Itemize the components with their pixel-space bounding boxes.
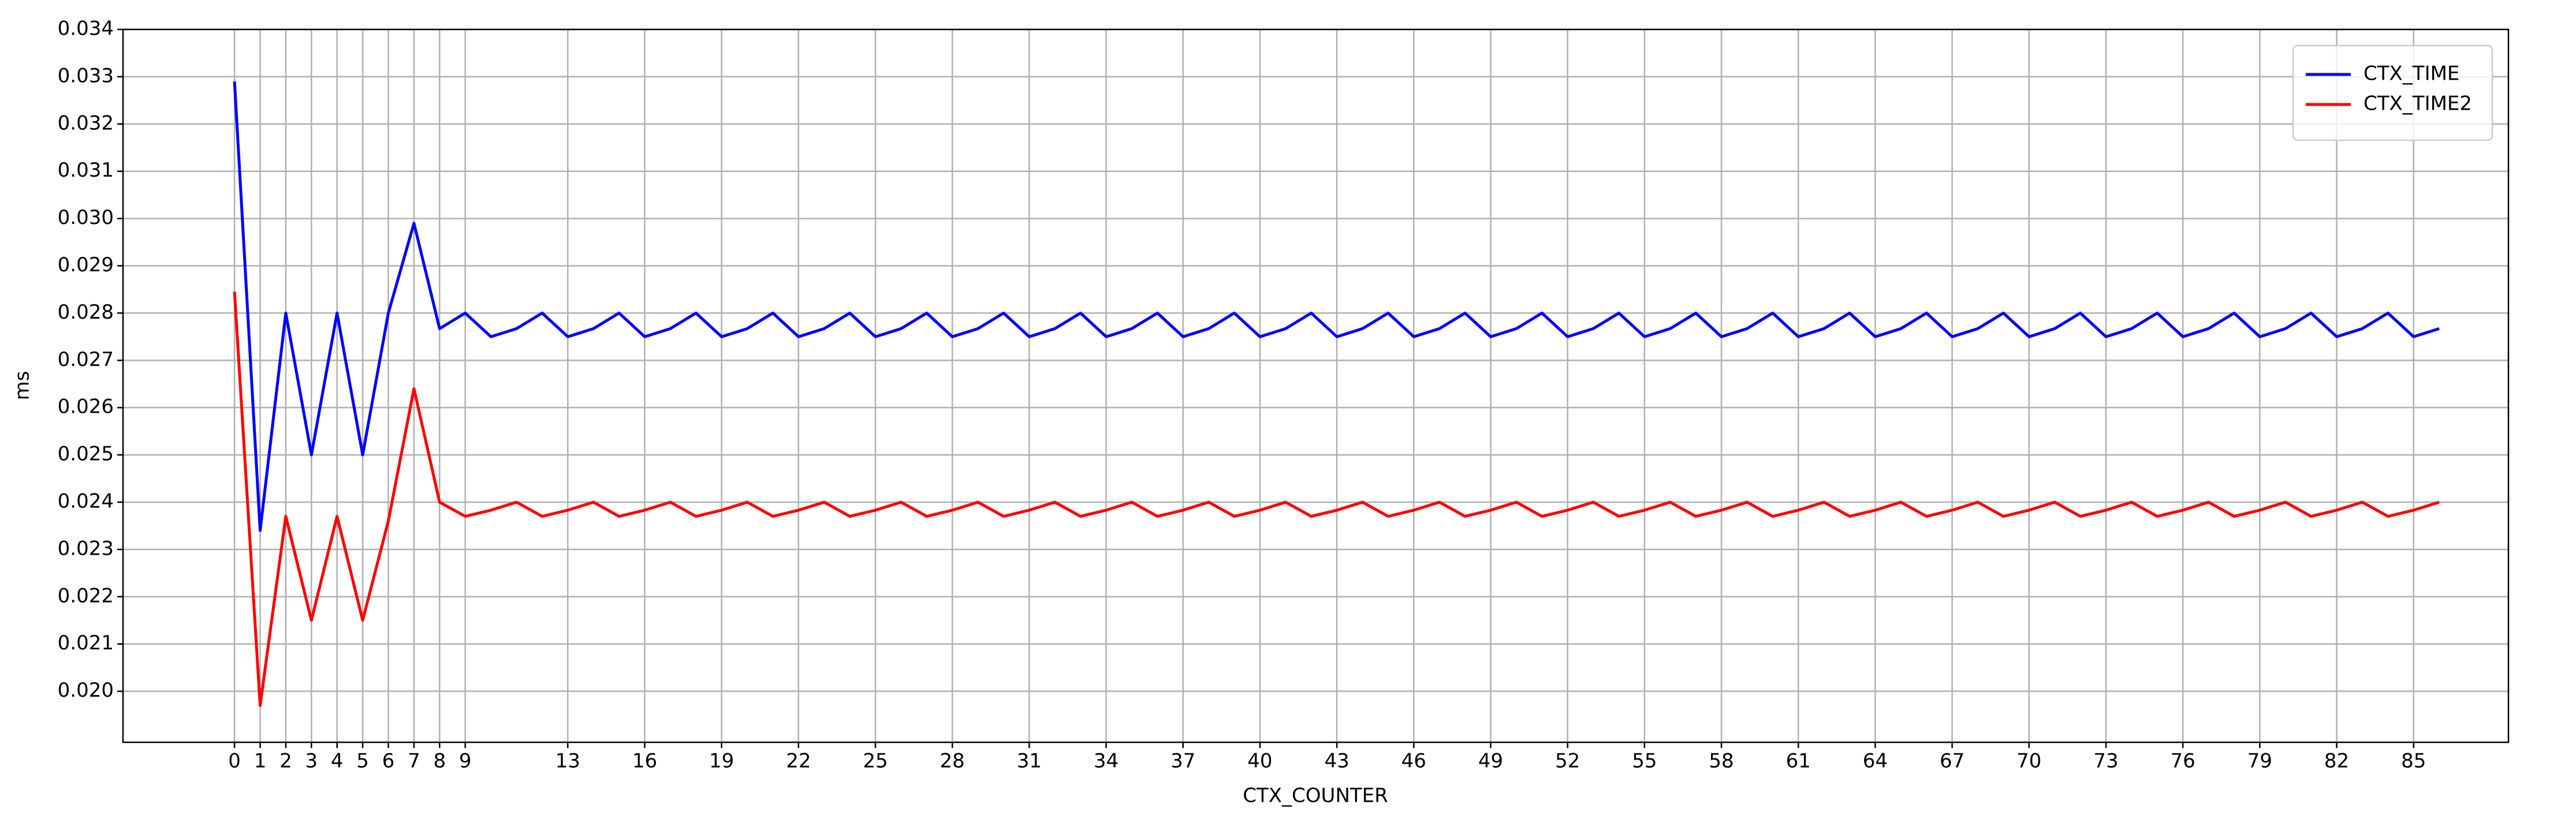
legend-label: CTX_TIME bbox=[2363, 62, 2459, 85]
x-tick-label: 40 bbox=[1247, 750, 1272, 773]
y-tick-label: 0.031 bbox=[58, 159, 114, 182]
x-tick-label: 85 bbox=[2401, 750, 2426, 773]
x-tick-label: 31 bbox=[1017, 750, 1042, 773]
x-tick-label: 82 bbox=[2324, 750, 2349, 773]
y-tick-label: 0.022 bbox=[58, 584, 114, 607]
legend: CTX_TIME CTX_TIME2 bbox=[2292, 44, 2493, 141]
y-tick-label: 0.028 bbox=[58, 301, 114, 324]
x-tick-label: 4 bbox=[331, 750, 344, 773]
x-tick-label: 73 bbox=[2093, 750, 2118, 773]
x-tick-label: 37 bbox=[1170, 750, 1195, 773]
y-tick-label: 0.023 bbox=[58, 537, 114, 560]
x-tick-label: 13 bbox=[556, 750, 580, 773]
x-tick-label: 2 bbox=[279, 750, 292, 773]
y-tick-label: 0.026 bbox=[58, 395, 114, 418]
x-tick-label: 0 bbox=[228, 750, 241, 773]
grid bbox=[123, 28, 2508, 742]
data-line bbox=[233, 81, 2440, 532]
x-tick-label: 25 bbox=[863, 750, 888, 773]
y-tick-label: 0.024 bbox=[58, 489, 114, 513]
x-tick-label: 7 bbox=[408, 750, 420, 773]
x-tick-label: 9 bbox=[459, 750, 472, 773]
y-tick-label: 0.025 bbox=[58, 443, 114, 466]
x-tick-label: 16 bbox=[632, 750, 657, 773]
x-axis-label: CTX_COUNTER bbox=[1243, 784, 1388, 808]
y-tick-label: 0.021 bbox=[58, 631, 114, 655]
x-tick-label: 64 bbox=[1863, 750, 1888, 773]
plot-lines bbox=[233, 81, 2440, 707]
legend-label: CTX_TIME2 bbox=[2363, 92, 2472, 115]
x-tick-label: 28 bbox=[940, 750, 965, 773]
y-axis-label: ms bbox=[11, 371, 34, 401]
x-tick-label: 58 bbox=[1709, 750, 1734, 773]
x-tick-label: 49 bbox=[1478, 750, 1503, 773]
axes-frame bbox=[122, 28, 2510, 743]
data-line bbox=[233, 291, 2440, 707]
x-tick-label: 1 bbox=[254, 750, 267, 773]
legend-box bbox=[2292, 44, 2493, 141]
y-tick-label: 0.032 bbox=[58, 111, 114, 134]
y-tick-label: 0.020 bbox=[58, 679, 114, 702]
x-tick-label: 3 bbox=[305, 750, 318, 773]
x-tick-label: 70 bbox=[2016, 750, 2041, 773]
x-tick-label: 6 bbox=[382, 750, 395, 773]
ticks: 0 1 2 3 4 5 6 7 8 9 13 16 19 22 25 28 31 34 37 40 43 46 49 52 55… bbox=[58, 17, 2426, 773]
y-tick-label: 0.027 bbox=[58, 348, 114, 371]
y-tick-label: 0.030 bbox=[58, 206, 114, 229]
y-tick-label: 0.033 bbox=[58, 64, 114, 87]
x-tick-label: 67 bbox=[1940, 750, 1964, 773]
x-tick-label: 8 bbox=[433, 750, 446, 773]
x-tick-label: 52 bbox=[1555, 750, 1580, 773]
x-tick-label: 34 bbox=[1094, 750, 1119, 773]
x-tick-label: 76 bbox=[2171, 750, 2195, 773]
x-tick-label: 55 bbox=[1632, 750, 1657, 773]
x-tick-label: 43 bbox=[1324, 750, 1349, 773]
x-tick-label: 19 bbox=[709, 750, 734, 773]
y-tick-label: 0.029 bbox=[58, 253, 114, 276]
y-tick-label: 0.034 bbox=[58, 17, 114, 40]
x-tick-label: 5 bbox=[356, 750, 369, 773]
x-tick-label: 46 bbox=[1401, 750, 1426, 773]
x-tick-label: 79 bbox=[2247, 750, 2272, 773]
x-tick-label: 61 bbox=[1786, 750, 1811, 773]
x-tick-label: 22 bbox=[786, 750, 811, 773]
